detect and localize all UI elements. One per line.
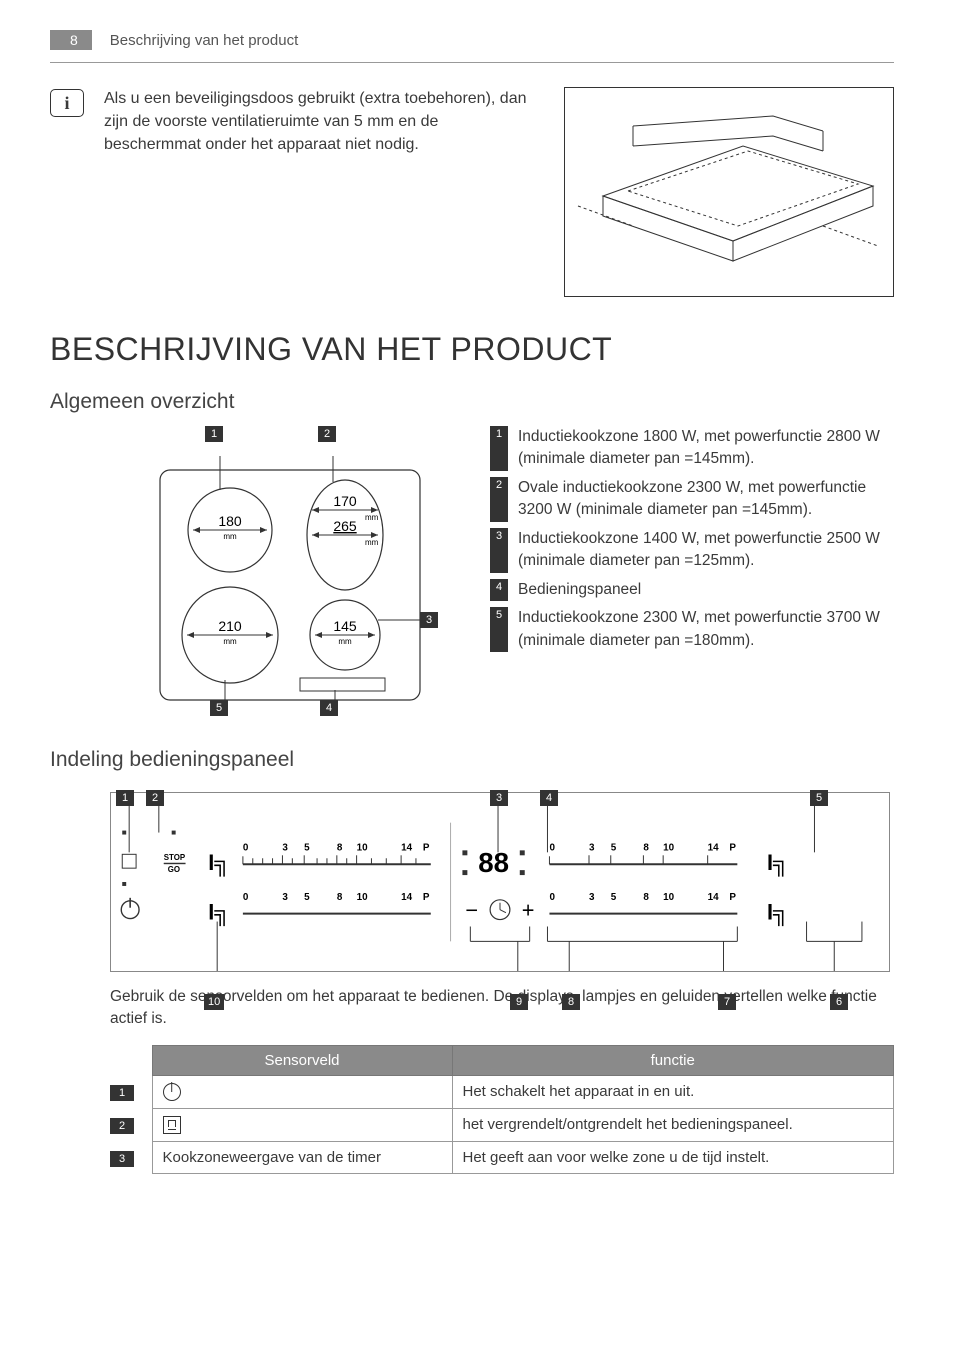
row-num: 3 [110, 1151, 134, 1167]
hob-label-3: 3 [420, 612, 438, 628]
hob-label-2: 2 [318, 426, 336, 442]
svg-text:mm: mm [223, 637, 237, 646]
panel-label-7: 7 [718, 994, 736, 1010]
svg-text:mm: mm [338, 637, 352, 646]
callout-text: Inductiekookzone 2300 W, met powerfuncti… [518, 607, 894, 652]
panel-label-4: 4 [540, 790, 558, 806]
svg-text:mm: mm [223, 532, 237, 541]
svg-text:03581014P: 03581014P [243, 892, 430, 903]
info-icon: i [50, 89, 84, 117]
lock-icon [163, 1116, 181, 1134]
svg-text:210: 210 [218, 618, 242, 634]
svg-text:145: 145 [333, 618, 357, 634]
svg-text:170: 170 [333, 493, 357, 509]
table-row: 2 het vergrendelt/ontgrendelt het bedien… [110, 1108, 894, 1141]
info-row: i Als u een beveiligingsdoos gebruikt (e… [50, 87, 894, 297]
func-cell: het vergrendelt/ontgrendelt het bedienin… [452, 1108, 894, 1141]
svg-text:180: 180 [218, 513, 242, 529]
svg-text:265: 265 [333, 518, 357, 534]
svg-text:03581014P: 03581014P [549, 892, 736, 903]
hob-label-5: 5 [210, 700, 228, 716]
svg-text:03581014P: 03581014P [243, 842, 430, 853]
svg-text:I╗: I╗ [208, 900, 229, 927]
svg-text:I╗: I╗ [767, 850, 788, 877]
svg-text:88: 88 [478, 847, 509, 878]
panel-label-2: 2 [146, 790, 164, 806]
svg-text:I╗: I╗ [767, 900, 788, 927]
callout-item: 5 Inductiekookzone 2300 W, met powerfunc… [490, 607, 894, 652]
func-cell: Het schakelt het apparaat in en uit. [452, 1075, 894, 1108]
overview-callouts: 1 Inductiekookzone 1800 W, met powerfunc… [490, 426, 894, 658]
callout-item: 4 Bedieningspaneel [490, 579, 894, 601]
svg-text:mm: mm [365, 538, 379, 547]
callout-text: Bedieningspaneel [518, 579, 894, 601]
hob-label-1: 1 [205, 426, 223, 442]
row-num: 1 [110, 1085, 134, 1101]
panel-heading: Indeling bedieningspaneel [50, 748, 894, 772]
panel-label-10: 10 [204, 994, 224, 1010]
hob-diagram: 1 2 3 4 5 180 mm 170 mm 265 mm [50, 426, 460, 730]
table-row: 3 Kookzoneweergave van de timer Het geef… [110, 1142, 894, 1174]
sensor-cell: Kookzoneweergave van de timer [152, 1142, 452, 1174]
svg-text:I╗: I╗ [208, 850, 229, 877]
callout-item: 3 Inductiekookzone 1400 W, met powerfunc… [490, 528, 894, 573]
table-row: 1 Het schakelt het apparaat in en uit. [110, 1075, 894, 1108]
svg-text:GO: GO [168, 865, 180, 874]
panel-label-1: 1 [116, 790, 134, 806]
overview-heading: Algemeen overzicht [50, 390, 894, 414]
control-panel-diagram: 1 2 3 4 5 10 9 8 7 6 STOP GO I╗ 03581014… [110, 792, 894, 972]
func-cell: Het geeft aan voor welke zone u de tijd … [452, 1142, 894, 1174]
install-diagram [564, 87, 894, 297]
panel-label-9: 9 [510, 994, 528, 1010]
svg-text:03581014P: 03581014P [549, 842, 736, 853]
panel-label-6: 6 [830, 994, 848, 1010]
callout-text: Inductiekookzone 1400 W, met powerfuncti… [518, 528, 894, 573]
callout-num: 1 [490, 426, 508, 471]
header-divider [50, 62, 894, 63]
callout-item: 1 Inductiekookzone 1800 W, met powerfunc… [490, 426, 894, 471]
panel-note: Gebruik de sensorvelden om het apparaat … [110, 986, 894, 1031]
page-header: 8 Beschrijving van het product [50, 30, 894, 50]
svg-text:mm: mm [365, 513, 379, 522]
panel-label-5: 5 [810, 790, 828, 806]
sensor-table: Sensorveld functie 1 Het schakelt het ap… [110, 1045, 894, 1174]
hob-label-4: 4 [320, 700, 338, 716]
callout-num: 5 [490, 607, 508, 652]
svg-text:+: + [522, 898, 535, 923]
hob-svg: 180 mm 170 mm 265 mm 210 mm [120, 450, 440, 720]
sensor-cell [152, 1075, 452, 1108]
callout-text: Inductiekookzone 1800 W, met powerfuncti… [518, 426, 894, 471]
callout-num: 4 [490, 579, 508, 601]
info-text: Als u een beveiligingsdoos gebruikt (ext… [104, 87, 544, 157]
row-num: 2 [110, 1118, 134, 1134]
header-title: Beschrijving van het product [110, 32, 298, 49]
callout-item: 2 Ovale inductiekookzone 2300 W, met pow… [490, 477, 894, 522]
sensor-cell [152, 1108, 452, 1141]
panel-label-3: 3 [490, 790, 508, 806]
page-number: 8 [50, 30, 92, 50]
table-head-func: functie [452, 1045, 894, 1075]
panel-label-8: 8 [562, 994, 580, 1010]
callout-num: 3 [490, 528, 508, 573]
product-main-title: BESCHRIJVING VAN HET PRODUCT [50, 331, 894, 368]
callout-num: 2 [490, 477, 508, 522]
overview-row: 1 2 3 4 5 180 mm 170 mm 265 mm [50, 426, 894, 730]
table-head-sensor: Sensorveld [152, 1045, 452, 1075]
svg-text:STOP: STOP [164, 853, 185, 862]
power-icon [163, 1083, 181, 1101]
callout-text: Ovale inductiekookzone 2300 W, met power… [518, 477, 894, 522]
svg-text:−: − [465, 898, 478, 923]
